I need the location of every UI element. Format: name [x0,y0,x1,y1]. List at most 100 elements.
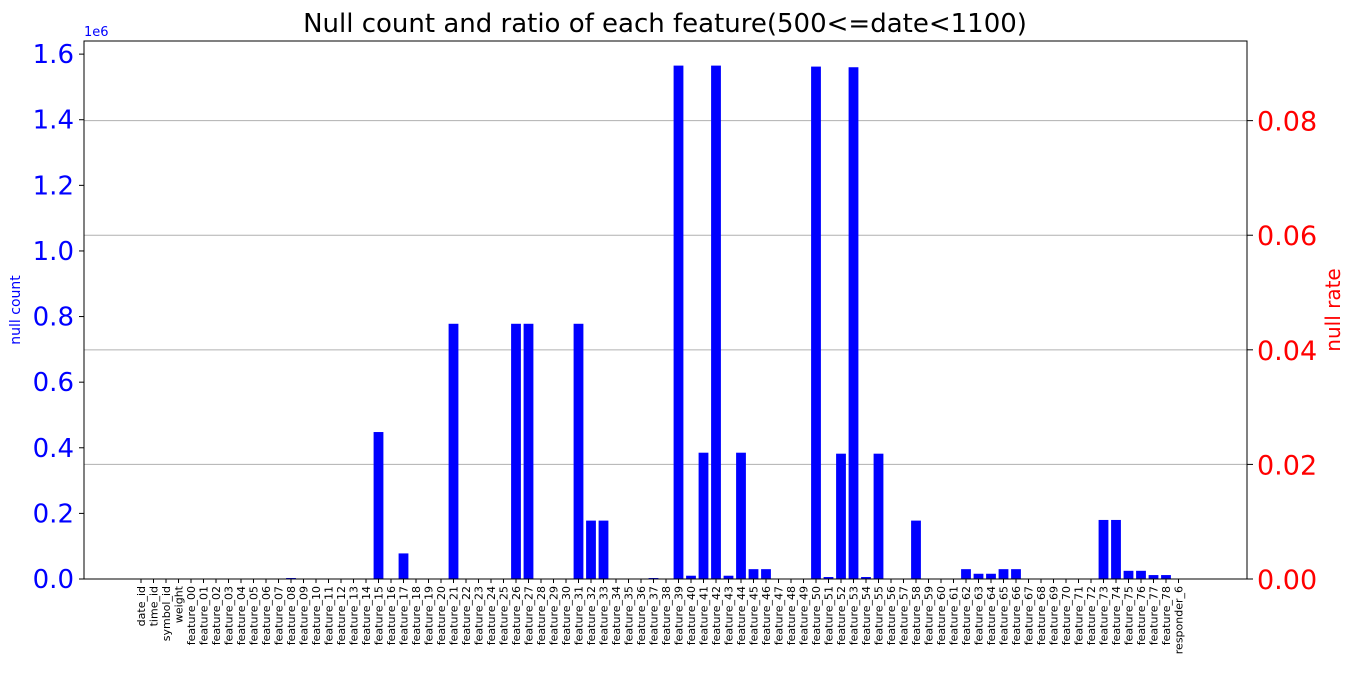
bar [1098,519,1109,579]
bar [448,323,459,579]
x-tick-label: responder_6 [1173,586,1186,654]
bar [698,452,709,579]
x-tick-label: weight [173,585,186,623]
bar [523,323,534,579]
x-tick-label: feature_26 [510,586,523,645]
x-tick-label: date_id [135,586,148,626]
x-tick-label: feature_75 [1123,586,1136,645]
bar [723,575,734,579]
left-axis-ticks: 0.0 0.2 0.4 0.6 0.8 1.0 1.2 1.4 1.6 [33,40,84,595]
chart-title: Null count and ratio of each feature(500… [303,9,1027,39]
left-tick-label: 0.0 [33,565,74,595]
x-tick-label: feature_73 [1098,586,1111,645]
x-tick-label: feature_62 [960,586,973,645]
x-tick-label: feature_31 [573,586,586,645]
bar [1161,575,1171,579]
x-tick-label: feature_42 [710,586,723,645]
right-tick-label: 0.04 [1257,336,1317,367]
x-tick-label: feature_60 [935,586,948,645]
x-tick-label: feature_50 [810,586,823,645]
x-tick-label: feature_71 [1073,586,1086,645]
x-tick-label: feature_33 [598,586,611,645]
right-tick-label: 0.06 [1257,221,1317,252]
bar [1011,569,1021,579]
x-tick-label: feature_16 [385,586,398,645]
x-tick-label: feature_74 [1110,586,1123,645]
x-tick-label: feature_69 [1048,586,1061,645]
x-tick-label: feature_46 [760,586,773,645]
x-tick-label: feature_56 [885,586,898,645]
x-tick-label: feature_19 [423,586,436,645]
x-tick-label: feature_08 [285,586,298,645]
left-axis-label: null count [8,275,24,345]
x-tick-label: feature_65 [998,586,1011,645]
x-tick-label: feature_61 [948,586,961,645]
x-tick-label: feature_04 [235,586,248,645]
bar [398,553,409,579]
bar [823,577,834,579]
bar [686,575,696,579]
left-tick-label: 1.6 [33,40,74,70]
bar [373,432,384,579]
bar [998,569,1009,579]
x-tick-label: time_id [148,586,161,626]
x-tick-label: feature_76 [1135,586,1148,645]
x-tick-label: feature_70 [1060,586,1073,645]
x-tick-label: feature_30 [560,586,573,645]
x-tick-label: feature_00 [185,586,198,645]
x-tick-label: feature_72 [1085,586,1098,645]
right-tick-label: 0.02 [1257,450,1317,481]
bars [286,65,1171,580]
x-tick-label: feature_07 [273,586,286,645]
x-tick-label: feature_59 [923,586,936,645]
x-tick-label: feature_37 [648,586,661,645]
bar [986,573,996,579]
x-tick-label: feature_34 [610,586,623,645]
left-tick-label: 0.4 [33,434,74,464]
right-axis-ticks: 0.00 0.02 0.04 0.06 0.08 [1247,107,1317,596]
x-tick-label: feature_15 [373,586,386,645]
x-tick-label: feature_17 [398,586,411,645]
x-tick-label: feature_01 [198,586,211,645]
x-tick-label: feature_68 [1035,586,1048,645]
bar [598,520,609,579]
x-tick-label: feature_10 [310,586,323,645]
x-tick-label: feature_53 [848,586,861,645]
x-tick-label: feature_40 [685,586,698,645]
bar [573,323,584,579]
x-tick-label: feature_05 [248,586,261,645]
bar [1148,575,1159,579]
x-tick-label: feature_45 [748,586,761,645]
plot-frame [83,40,1248,580]
x-tick-label: feature_58 [910,586,923,645]
x-tick-label: feature_06 [260,586,273,645]
x-tick-label: feature_32 [585,586,598,645]
left-tick-label: 0.2 [33,499,74,529]
x-tick-label: feature_67 [1023,586,1036,645]
x-tick-label: feature_03 [223,586,236,645]
x-tick-label: feature_52 [835,586,848,645]
left-axis-offset-text: 1e6 [84,25,109,40]
bar [961,569,971,579]
x-tick-label: feature_35 [623,586,636,645]
x-tick-label: feature_63 [973,586,986,645]
x-tick-label: feature_36 [635,586,648,645]
x-tick-label: feature_27 [523,586,536,645]
bar [848,67,859,580]
x-tick-label: feature_28 [535,586,548,645]
x-tick-label: feature_18 [410,586,423,645]
x-tick-label: feature_47 [773,586,786,645]
left-tick-label: 1.0 [33,237,74,267]
x-tick-label: feature_54 [860,586,873,645]
bar [973,573,984,579]
x-tick-label: feature_38 [660,586,673,645]
x-tick-label: feature_23 [473,586,486,645]
bar [586,520,596,579]
x-tick-label: feature_02 [210,586,223,645]
bar [711,65,721,580]
x-tick-label: feature_77 [1148,586,1161,645]
x-tick-label: feature_29 [548,586,561,645]
x-tick-label: feature_12 [335,586,348,645]
right-axis-label: null rate [1321,268,1345,351]
